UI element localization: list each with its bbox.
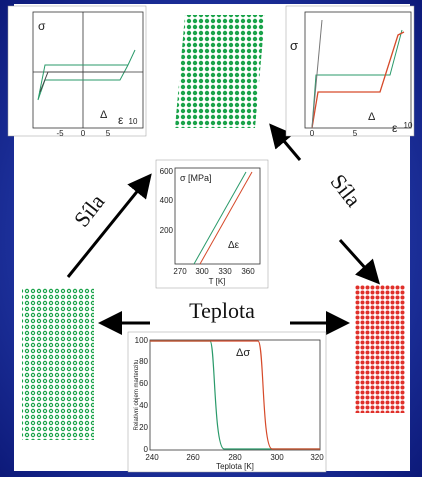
label: Δ bbox=[368, 111, 376, 123]
tick-label: 100 bbox=[135, 336, 149, 345]
curve bbox=[193, 171, 247, 265]
axis-label: σ bbox=[38, 19, 46, 33]
tick-label: -5 bbox=[56, 129, 64, 138]
axis-label: Teplota [K] bbox=[216, 462, 254, 471]
label: Δε bbox=[228, 240, 240, 251]
chart-box bbox=[127, 331, 327, 473]
tick-label: 600 bbox=[160, 167, 174, 176]
tick-label: 320 bbox=[310, 453, 324, 462]
axis-label: Relativní objem martenzitu bbox=[134, 359, 140, 430]
tick-label: 280 bbox=[228, 453, 242, 462]
tick-label: 10 bbox=[129, 117, 138, 126]
chart-box bbox=[285, 5, 415, 137]
tick-label: 0 bbox=[310, 129, 315, 138]
lattice-austenite bbox=[355, 285, 405, 413]
axis-label: σ bbox=[290, 38, 298, 53]
curve bbox=[199, 171, 253, 265]
curve bbox=[311, 31, 405, 129]
curve bbox=[150, 340, 320, 450]
tick-label: 60 bbox=[139, 379, 148, 388]
tick-label: 260 bbox=[186, 453, 200, 462]
tick-label: 240 bbox=[145, 453, 159, 462]
arrow bbox=[338, 238, 381, 285]
tick-label: 0 bbox=[81, 129, 86, 138]
tick-label: 5 bbox=[353, 129, 358, 138]
axis-label: T [K] bbox=[209, 277, 226, 286]
curve bbox=[311, 19, 323, 129]
tick-label: 360 bbox=[241, 267, 255, 276]
label: Δσ bbox=[236, 347, 250, 359]
tick-label: 200 bbox=[160, 226, 174, 235]
label: Δ bbox=[100, 109, 108, 121]
tick-label: 80 bbox=[139, 357, 148, 366]
axis-label: ε bbox=[392, 121, 398, 135]
plot-frame bbox=[304, 11, 412, 129]
tick-label: 300 bbox=[270, 453, 284, 462]
tick-label: 40 bbox=[139, 401, 148, 410]
plot-frame bbox=[149, 339, 321, 451]
curve bbox=[150, 340, 320, 450]
plot-frame bbox=[174, 167, 261, 265]
label-temperature: Teplota bbox=[189, 298, 255, 323]
lattice-twinned bbox=[22, 288, 94, 440]
lattice-sheared bbox=[175, 15, 265, 128]
tick-label: 5 bbox=[106, 129, 111, 138]
axis-label: σ [MPa] bbox=[180, 173, 212, 183]
tick-label: 300 bbox=[195, 267, 209, 276]
chart-box bbox=[7, 5, 147, 137]
plot-frame bbox=[32, 11, 144, 129]
curve bbox=[39, 71, 125, 93]
tick-label: 10 bbox=[404, 121, 413, 130]
tick-label: 330 bbox=[218, 267, 232, 276]
tick-label: 270 bbox=[173, 267, 187, 276]
arrow bbox=[66, 173, 152, 278]
arrow bbox=[269, 123, 302, 161]
tick-label: 20 bbox=[139, 423, 148, 432]
tick-label: 400 bbox=[160, 196, 174, 205]
axis-label: ε bbox=[118, 113, 124, 127]
tick-label: 0 bbox=[144, 445, 149, 454]
